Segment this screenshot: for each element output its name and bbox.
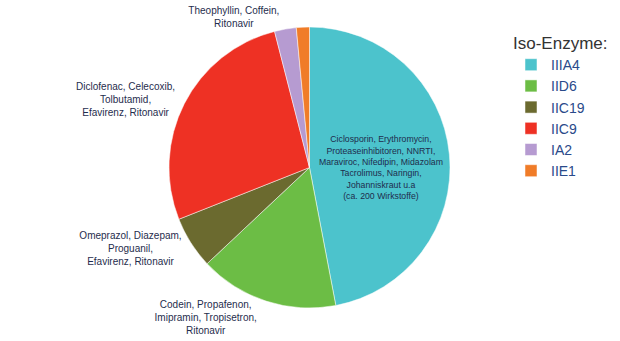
svg-text:IIIA4: IIIA4: [551, 57, 580, 73]
svg-text:IIC9: IIC9: [551, 121, 577, 137]
svg-text:Iso-Enzyme:: Iso-Enzyme:: [513, 34, 607, 53]
svg-text:IIC19: IIC19: [551, 100, 585, 116]
svg-text:IID6: IID6: [551, 78, 577, 94]
svg-text:IIE1: IIE1: [551, 163, 576, 179]
svg-text:Theophyllin, Coffein,Ritonavir: Theophyllin, Coffein,Ritonavir: [188, 5, 279, 29]
svg-text:Ciclosporin, Erythromycin,Prot: Ciclosporin, Erythromycin,Proteaseinhibi…: [319, 134, 443, 201]
svg-text:Omeprazol, Diazepam,Proguanil,: Omeprazol, Diazepam,Proguanil,Efavirenz,…: [79, 230, 181, 267]
svg-text:Diclofenac, Celecoxib,Tolbutam: Diclofenac, Celecoxib,Tolbutamid,Efavire…: [76, 81, 175, 118]
svg-text:IA2: IA2: [551, 142, 572, 158]
svg-text:Codein, Propafenon,Imipramin,: Codein, Propafenon,Imipramin, Tropisetro…: [155, 299, 257, 336]
